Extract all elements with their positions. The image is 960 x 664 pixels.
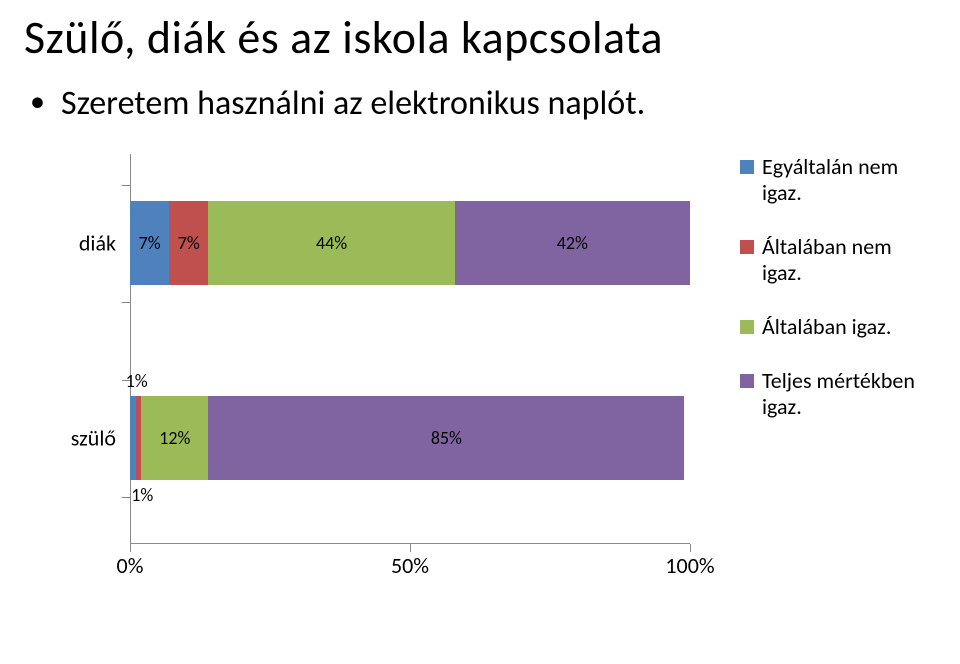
x-axis-label: 100% bbox=[665, 552, 714, 579]
seg-label: 85% bbox=[431, 429, 462, 447]
seg-label: 1% bbox=[131, 486, 153, 504]
x-tick-0 bbox=[130, 544, 131, 552]
legend-item: Egyáltalán nem igaz. bbox=[740, 154, 930, 206]
plot-area: diák 7% 7% 44% 42% szülő 1% 1% 12% 85% bbox=[130, 154, 690, 544]
legend-swatch bbox=[740, 160, 754, 174]
bar-row-diak: diák 7% 7% 44% 42% bbox=[130, 201, 690, 285]
seg-label: 42% bbox=[557, 234, 588, 252]
legend-label: Teljes mértékben igaz. bbox=[762, 368, 930, 420]
x-axis-label: 50% bbox=[391, 552, 429, 579]
y-tick-szulo-bot bbox=[122, 497, 130, 498]
y-tick-diak-bot bbox=[122, 302, 130, 303]
legend-label: Általában igaz. bbox=[762, 314, 891, 340]
page-title: Szülő, diák és az iskola kapcsolata bbox=[20, 10, 940, 66]
legend-label: Általában nem igaz. bbox=[762, 234, 930, 286]
bullet-marker: • bbox=[30, 84, 45, 120]
category-label-szulo: szülő bbox=[71, 424, 116, 451]
seg-label: 7% bbox=[178, 234, 200, 252]
y-tick-diak-top bbox=[122, 185, 130, 186]
x-axis-labels: 0% 50% 100% bbox=[130, 552, 690, 582]
seg-label: 7% bbox=[139, 234, 161, 252]
seg-label: 1% bbox=[126, 372, 148, 390]
bar-row-szulo: szülő 1% 1% 12% 85% bbox=[130, 396, 690, 480]
seg-label: 12% bbox=[159, 429, 190, 447]
x-tick-100 bbox=[690, 544, 691, 552]
legend-item: Általában igaz. bbox=[740, 314, 930, 340]
legend-swatch bbox=[740, 240, 754, 254]
bullet-item: • Szeretem használni az elektronikus nap… bbox=[20, 84, 940, 124]
legend-swatch bbox=[740, 374, 754, 388]
bar-seg: 7% bbox=[169, 201, 208, 285]
legend: Egyáltalán nem igaz. Általában nem igaz.… bbox=[740, 154, 930, 448]
x-axis-label: 0% bbox=[117, 552, 144, 579]
category-label-diak: diák bbox=[79, 229, 116, 256]
legend-swatch bbox=[740, 320, 754, 334]
chart: diák 7% 7% 44% 42% szülő 1% 1% 12% 85% 0… bbox=[30, 144, 930, 594]
bullet-text: Szeretem használni az elektronikus napló… bbox=[61, 84, 645, 124]
legend-item: Általában nem igaz. bbox=[740, 234, 930, 286]
x-tick-50 bbox=[410, 544, 411, 552]
legend-label: Egyáltalán nem igaz. bbox=[762, 154, 930, 206]
bar-seg: 42% bbox=[455, 201, 690, 285]
bar-seg: 12% bbox=[141, 396, 208, 480]
seg-label: 44% bbox=[316, 234, 347, 252]
bar-seg: 85% bbox=[208, 396, 684, 480]
bar-seg: 44% bbox=[208, 201, 454, 285]
bar-seg: 7% bbox=[130, 201, 169, 285]
legend-item: Teljes mértékben igaz. bbox=[740, 368, 930, 420]
slide: Szülő, diák és az iskola kapcsolata • Sz… bbox=[0, 0, 960, 664]
